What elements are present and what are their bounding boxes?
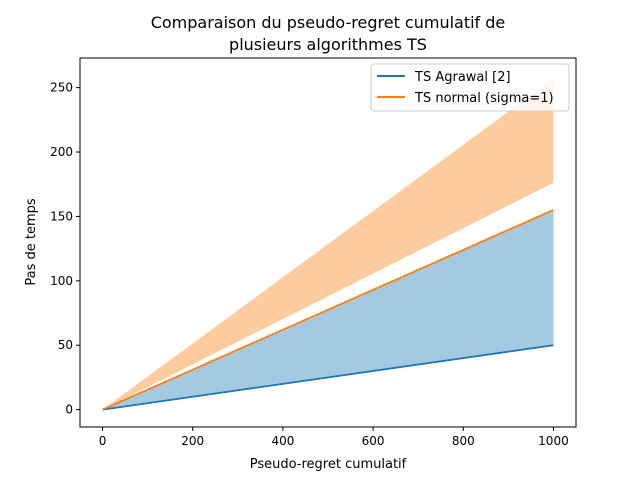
series-line-ts-normal-sigma-1 <box>102 209 554 411</box>
y-tick-label: 0 <box>65 403 73 417</box>
y-tick-label: 150 <box>50 209 73 223</box>
x-tick-label: 600 <box>362 434 385 448</box>
legend-label-ts-agrawal: TS Agrawal [2] <box>414 70 511 85</box>
y-tick-label: 200 <box>50 145 73 159</box>
x-tick-label: 400 <box>271 434 294 448</box>
x-tick-label: 200 <box>181 434 204 448</box>
y-tick-label: 250 <box>50 81 73 95</box>
y-tick-label: 50 <box>58 338 73 352</box>
x-axis-label: Pseudo-regret cumulatif <box>250 457 407 472</box>
legend: TS Agrawal [2] TS normal (sigma=1) <box>370 63 570 112</box>
legend-box <box>370 63 570 112</box>
x-tick-label: 1000 <box>538 434 569 448</box>
x-axis: 0 200 400 600 800 1000 <box>99 427 569 448</box>
x-tick-label: 0 <box>99 434 107 448</box>
confidence-bands <box>102 78 554 410</box>
legend-label-ts-normal: TS normal (sigma=1) <box>414 91 554 106</box>
series-lines <box>102 209 554 411</box>
chart-title-line-1: Comparaison du pseudo-regret cumulatif d… <box>151 13 506 32</box>
chart-title-line-2: plusieurs algorithmes TS <box>229 35 427 54</box>
y-axis: 0 50 100 150 200 250 <box>50 81 80 417</box>
band-ts-normal-sigma-1 <box>102 78 554 410</box>
x-tick-label: 800 <box>452 434 475 448</box>
y-tick-label: 100 <box>50 274 73 288</box>
series-line-ts-agrawal-2 <box>102 344 554 411</box>
plot-frame <box>79 57 577 428</box>
y-axis-label: Pas de temps <box>24 198 39 286</box>
